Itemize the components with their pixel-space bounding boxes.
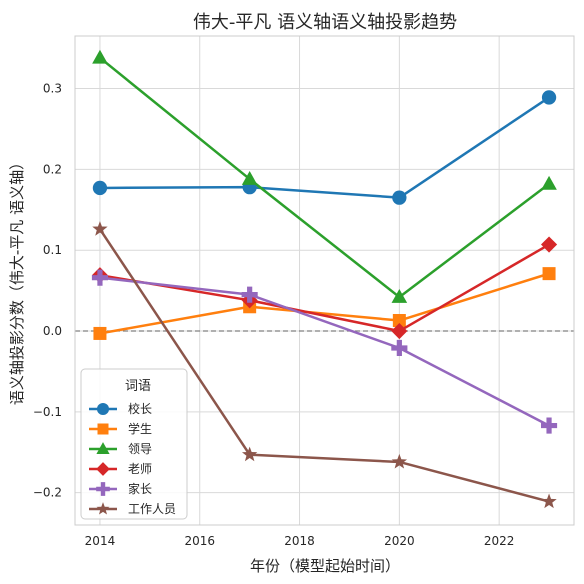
legend-title: 词语 bbox=[125, 379, 151, 394]
series-工作人员 bbox=[92, 221, 557, 509]
x-tick-label: 2020 bbox=[384, 534, 415, 548]
data-point bbox=[92, 180, 108, 196]
legend-marker bbox=[96, 462, 110, 476]
legend-marker bbox=[96, 502, 110, 515]
tick-labels: 2014 2016 2018 2020 2022 −0.2 −0.1 0.0 0.1 0.2 0.3 bbox=[33, 82, 515, 548]
data-point bbox=[541, 493, 557, 509]
data-point bbox=[241, 171, 258, 185]
legend-marker bbox=[97, 423, 109, 435]
data-point bbox=[92, 49, 108, 64]
y-tick-label: 0.1 bbox=[43, 243, 62, 257]
legend-item: 老师 bbox=[89, 462, 152, 476]
y-tick-label: 0.0 bbox=[43, 324, 62, 338]
plot-frame bbox=[74, 35, 575, 526]
data-point bbox=[92, 221, 108, 236]
legend-item: 学生 bbox=[89, 421, 152, 436]
data-point bbox=[541, 90, 557, 105]
series-line bbox=[99, 276, 550, 427]
y-tick-label: 0.3 bbox=[43, 82, 62, 96]
legend-item: 工作人员 bbox=[89, 502, 176, 516]
legend-marker bbox=[96, 442, 110, 454]
legend-label: 学生 bbox=[128, 421, 152, 436]
legend-marker bbox=[96, 402, 110, 416]
legend-label: 领导 bbox=[128, 442, 152, 456]
data-point bbox=[542, 267, 556, 281]
series-line bbox=[99, 96, 550, 199]
series-家长 bbox=[91, 269, 558, 434]
series-line bbox=[98, 228, 550, 503]
legend-label: 家长 bbox=[128, 481, 152, 496]
legend-item: 家长 bbox=[89, 481, 152, 496]
chart-title: 伟大-平凡 语义轴语义轴投影趋势 bbox=[193, 12, 457, 33]
data-point bbox=[391, 339, 408, 357]
series-line bbox=[99, 56, 550, 299]
data-point bbox=[541, 175, 557, 190]
data-point bbox=[241, 286, 258, 303]
legend-marker bbox=[96, 482, 110, 496]
legend-label: 工作人员 bbox=[128, 502, 176, 516]
y-tick-label: 0.2 bbox=[43, 162, 62, 176]
legend-label: 校长 bbox=[128, 401, 152, 416]
series-学生 bbox=[93, 267, 556, 340]
series-line bbox=[99, 272, 550, 335]
y-tick-label: −0.1 bbox=[33, 405, 62, 419]
legend-item: 领导 bbox=[89, 442, 152, 456]
series-领导 bbox=[92, 49, 557, 303]
data-point bbox=[540, 236, 558, 253]
y-tick-label: −0.2 bbox=[33, 486, 62, 500]
x-tick-label: 2018 bbox=[284, 534, 315, 548]
x-tick-label: 2016 bbox=[184, 534, 215, 548]
data-point bbox=[241, 446, 258, 462]
series-line bbox=[99, 243, 550, 333]
legend-label: 老师 bbox=[128, 462, 152, 476]
legend-item: 校长 bbox=[89, 401, 152, 416]
x-axis-label: 年份（模型起始时间） bbox=[250, 557, 400, 575]
data-point bbox=[540, 417, 558, 434]
data-point bbox=[391, 453, 408, 469]
x-tick-label: 2014 bbox=[85, 534, 116, 548]
data-point bbox=[91, 269, 109, 286]
data-point bbox=[392, 314, 406, 328]
series-lines bbox=[91, 49, 558, 509]
y-axis-label: 语义轴投影分数（伟大-平凡 语义轴） bbox=[8, 155, 26, 405]
x-tick-label: 2022 bbox=[484, 534, 515, 548]
data-point bbox=[391, 322, 408, 340]
data-point bbox=[391, 289, 408, 303]
data-point bbox=[392, 190, 407, 205]
data-point bbox=[93, 326, 107, 340]
